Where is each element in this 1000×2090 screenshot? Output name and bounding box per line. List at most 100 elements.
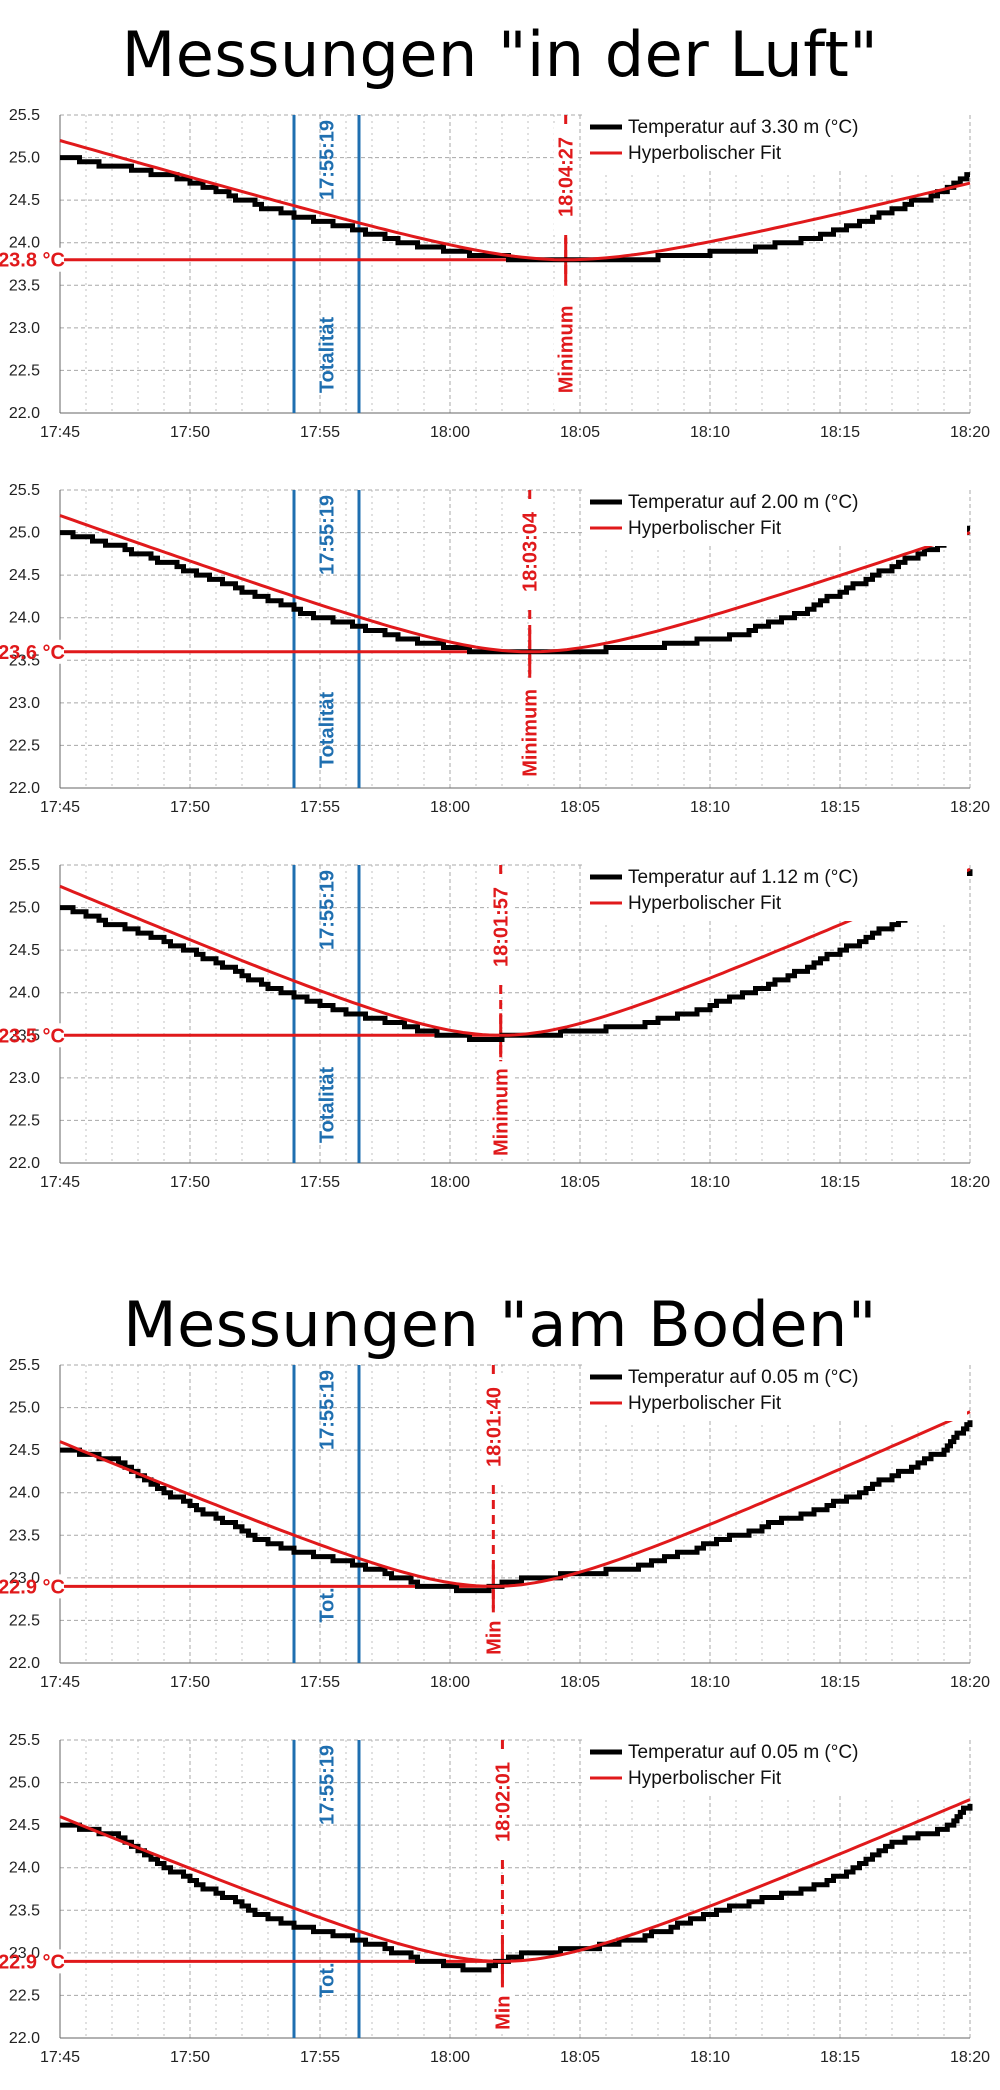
y-tick-label: 23.5	[9, 652, 40, 669]
x-tick-label: 17:45	[40, 424, 80, 441]
y-tick-label: 25.0	[9, 525, 40, 542]
x-tick-label: 18:10	[690, 424, 730, 441]
x-tick-label: 18:15	[820, 2049, 860, 2066]
x-tick-label: 18:15	[820, 1174, 860, 1191]
y-tick-label: 22.5	[9, 1612, 40, 1629]
minimum-value-label-bg	[48, 639, 64, 664]
legend-background	[582, 1738, 967, 1796]
x-tick-label: 18:10	[690, 2049, 730, 2066]
y-tick-label: 25.0	[9, 1400, 40, 1417]
x-tick-label: 17:55	[300, 2049, 340, 2066]
x-tick-label: 18:05	[560, 2049, 600, 2066]
x-tick-label: 17:50	[170, 2049, 210, 2066]
x-tick-label: 18:05	[560, 1174, 600, 1191]
heading-ground: Messungen "am Boden"	[123, 1288, 877, 1361]
x-tick-label: 17:45	[40, 1674, 80, 1691]
y-tick-label: 24.0	[9, 1485, 40, 1502]
minimum-value-label-bg	[48, 1574, 64, 1599]
x-tick-label: 17:45	[40, 799, 80, 816]
x-tick-label: 17:55	[300, 1674, 340, 1691]
legend-background	[582, 863, 967, 921]
x-tick-label: 18:00	[430, 1674, 470, 1691]
x-tick-label: 18:15	[820, 799, 860, 816]
measurement-series	[60, 155, 970, 263]
totality-label: Totalität	[317, 317, 339, 394]
x-tick-label: 18:00	[430, 799, 470, 816]
fit-series	[59, 867, 971, 1037]
y-tick-label: 24.5	[9, 567, 40, 584]
minimum-time-label-bg	[490, 1752, 515, 1856]
y-tick-label: 22.5	[9, 362, 40, 379]
minimum-value-label: 23.6 °C	[0, 642, 65, 664]
measurement-series	[60, 525, 970, 655]
y-tick-label: 25.5	[9, 1732, 40, 1749]
x-tick-label: 18:20	[950, 2049, 990, 2066]
totality-label: Totalität	[317, 692, 339, 769]
minimum-value-label: 22.9 °C	[0, 1951, 65, 1973]
x-tick-label: 18:10	[690, 1674, 730, 1691]
y-tick-label: 23.0	[9, 320, 40, 337]
x-tick-label: 18:00	[430, 424, 470, 441]
y-tick-label: 23.0	[9, 1070, 40, 1087]
y-tick-label: 25.5	[9, 107, 40, 124]
x-tick-label: 18:05	[560, 1674, 600, 1691]
totality-time-label: 17:55:19	[317, 870, 339, 950]
x-tick-label: 17:50	[170, 424, 210, 441]
legend-fit-label: Hyperbolischer Fit	[628, 893, 782, 914]
minimum-label-bg	[553, 285, 578, 409]
y-tick-label: 23.5	[9, 277, 40, 294]
legend-background	[582, 488, 967, 546]
legend-fit-label: Hyperbolischer Fit	[628, 518, 782, 539]
x-tick-label: 18:15	[820, 1674, 860, 1691]
x-tick-label: 18:00	[430, 2049, 470, 2066]
minimum-time-label: 18:03:04	[520, 511, 542, 592]
y-tick-label: 25.0	[9, 900, 40, 917]
totality-label: Totalität	[317, 1067, 339, 1144]
minimum-label: Min	[492, 1995, 514, 2029]
measurement-series	[60, 869, 973, 1042]
y-tick-label: 22.0	[9, 1155, 40, 1172]
fit-series	[59, 1798, 971, 1963]
y-tick-label: 23.0	[9, 1945, 40, 1962]
x-tick-label: 18:20	[950, 424, 990, 441]
minimum-label: Minimum	[491, 1068, 513, 1156]
y-tick-label: 24.5	[9, 942, 40, 959]
minimum-value-label-bg	[48, 1949, 64, 1974]
minimum-label-bg	[481, 1612, 506, 1659]
y-tick-label: 22.0	[9, 780, 40, 797]
y-tick-label: 23.0	[9, 1570, 40, 1587]
minimum-label-bg	[490, 1987, 515, 2034]
minimum-label: Min	[483, 1620, 505, 1654]
x-tick-label: 17:50	[170, 1174, 210, 1191]
legend-fit-label: Hyperbolischer Fit	[628, 143, 782, 164]
y-tick-label: 24.0	[9, 235, 40, 252]
minimum-time-label-bg	[481, 1377, 506, 1481]
totality-time-label: 17:55:19	[317, 495, 339, 575]
x-tick-label: 17:50	[170, 799, 210, 816]
x-tick-label: 18:10	[690, 1174, 730, 1191]
legend-background	[582, 113, 967, 171]
x-tick-label: 17:55	[300, 424, 340, 441]
legend-measurement-label: Temperatur auf 1.12 m (°C)	[628, 867, 858, 888]
fit-series	[59, 514, 971, 654]
y-tick-label: 24.0	[9, 610, 40, 627]
totality-label: Tot.	[317, 1962, 339, 1997]
y-tick-label: 25.5	[9, 857, 40, 874]
minimum-time-label-bg	[553, 127, 578, 231]
y-tick-label: 23.5	[9, 1902, 40, 1919]
y-tick-label: 25.5	[9, 1357, 40, 1374]
minimum-time-label: 18:01:57	[491, 887, 513, 967]
totality-time-label: 17:55:19	[317, 120, 339, 200]
minimum-value-label: 22.9 °C	[0, 1576, 65, 1598]
y-tick-label: 22.5	[9, 737, 40, 754]
x-tick-label: 17:50	[170, 1674, 210, 1691]
totality-time-label: 17:55:19	[317, 1370, 339, 1450]
legend-measurement-label: Temperatur auf 0.05 m (°C)	[628, 1742, 858, 1763]
minimum-value-label: 23.5 °C	[0, 1025, 65, 1047]
legend-measurement-label: Temperatur auf 3.30 m (°C)	[628, 117, 858, 138]
y-tick-label: 24.0	[9, 1860, 40, 1877]
legend-fit-label: Hyperbolischer Fit	[628, 1393, 782, 1414]
x-tick-label: 18:15	[820, 424, 860, 441]
minimum-time-label-bg	[517, 502, 542, 606]
